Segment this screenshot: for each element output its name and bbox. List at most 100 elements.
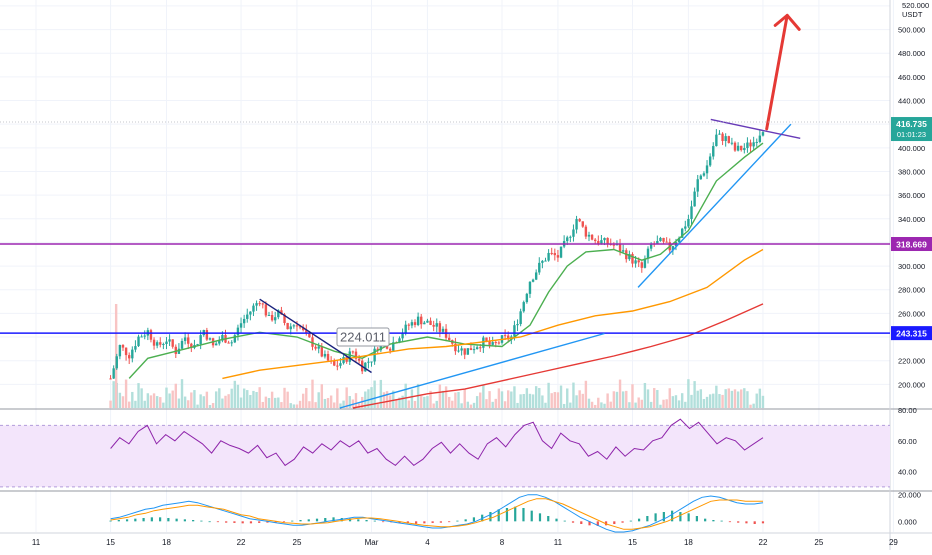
volume-bar bbox=[544, 402, 547, 408]
volume-bar bbox=[274, 397, 277, 408]
candle bbox=[606, 237, 609, 244]
candle bbox=[460, 348, 463, 351]
candle bbox=[112, 368, 115, 379]
bullish-arrow-shaft bbox=[765, 13, 789, 131]
candle bbox=[485, 337, 488, 342]
candle bbox=[410, 322, 414, 326]
candle bbox=[715, 134, 718, 147]
volume-bar bbox=[556, 392, 560, 408]
macd-histogram-bar bbox=[712, 520, 715, 522]
candle bbox=[134, 346, 137, 350]
volume-bar bbox=[267, 397, 271, 408]
candle bbox=[566, 237, 569, 242]
candle bbox=[727, 136, 730, 143]
candle bbox=[454, 343, 457, 352]
volume-bar bbox=[528, 393, 532, 408]
volume-bar bbox=[432, 403, 435, 408]
candle bbox=[314, 346, 317, 349]
candle bbox=[326, 353, 330, 361]
candle bbox=[423, 322, 426, 325]
volume-bar bbox=[311, 379, 314, 408]
candle bbox=[398, 338, 401, 343]
candle bbox=[168, 339, 171, 342]
volume-bar bbox=[740, 389, 743, 408]
x-tick-label: 25 bbox=[293, 538, 302, 547]
candle bbox=[339, 363, 342, 366]
volume-bar bbox=[609, 401, 612, 408]
candle bbox=[370, 361, 373, 363]
candle bbox=[488, 341, 491, 345]
resistance_line-price-label-bg bbox=[891, 237, 932, 252]
candle bbox=[534, 272, 538, 280]
volume-bar bbox=[196, 404, 199, 408]
candle bbox=[463, 348, 466, 355]
volume-bar bbox=[469, 404, 473, 408]
volume-bar bbox=[236, 384, 240, 408]
macd-histogram-bar bbox=[522, 508, 525, 522]
volume-bar bbox=[600, 402, 603, 408]
x-tick-label: 4 bbox=[425, 538, 430, 547]
volume-bar bbox=[525, 388, 529, 408]
candle bbox=[538, 262, 541, 273]
macd-histogram-bar bbox=[679, 512, 682, 522]
candle bbox=[351, 351, 355, 353]
candle bbox=[227, 342, 230, 344]
volume-bar bbox=[320, 384, 324, 408]
candle bbox=[367, 361, 370, 363]
volume-bar bbox=[749, 404, 752, 408]
y-tick-label: 260.000 bbox=[898, 309, 925, 318]
candle bbox=[373, 348, 376, 362]
volume-bar bbox=[606, 393, 609, 408]
macd-histogram-bar bbox=[324, 518, 327, 522]
volume-bar bbox=[118, 392, 122, 408]
candle bbox=[746, 142, 749, 149]
macd-histogram-bar bbox=[439, 521, 442, 523]
macd-histogram-bar bbox=[117, 520, 120, 522]
candle bbox=[544, 260, 547, 262]
volume-bar bbox=[329, 395, 333, 408]
candle bbox=[708, 156, 712, 166]
trend_blue-trendline bbox=[637, 123, 792, 288]
volume-bar bbox=[463, 389, 466, 408]
volume-bar bbox=[662, 399, 665, 408]
candle bbox=[413, 322, 417, 325]
candle bbox=[420, 316, 423, 325]
pennant-trendline bbox=[710, 118, 801, 140]
macd-histogram-bar bbox=[423, 521, 426, 524]
macd-histogram-bar bbox=[464, 519, 467, 522]
volume-bar bbox=[339, 403, 342, 408]
candle bbox=[550, 252, 553, 254]
candle bbox=[118, 345, 122, 357]
volume-bar bbox=[550, 393, 553, 408]
volume-bar bbox=[485, 399, 488, 408]
volume-bar bbox=[149, 395, 153, 408]
y-tick-label: 340.000 bbox=[898, 215, 925, 224]
volume-bar bbox=[423, 396, 426, 408]
macd-histogram-bar bbox=[580, 521, 583, 524]
candle bbox=[357, 358, 361, 361]
volume-bar bbox=[435, 400, 438, 408]
candle bbox=[180, 340, 184, 349]
volume-bar bbox=[684, 401, 687, 408]
volume-bar bbox=[755, 393, 758, 408]
volume-bar bbox=[382, 392, 386, 408]
volume-bar bbox=[301, 393, 305, 408]
candle bbox=[407, 324, 410, 326]
volume-bar bbox=[693, 381, 696, 408]
x-tick-label: 25 bbox=[814, 538, 823, 547]
candle bbox=[752, 142, 755, 147]
candle bbox=[600, 240, 603, 244]
macd-histogram-bar bbox=[291, 520, 294, 522]
support_line-price-label: 243.315 bbox=[896, 329, 927, 339]
candle bbox=[295, 325, 299, 327]
macd-histogram-bar bbox=[415, 521, 418, 524]
volume-bar bbox=[584, 380, 588, 408]
volume-bar bbox=[233, 380, 237, 408]
candle bbox=[634, 260, 637, 264]
candle bbox=[246, 314, 249, 319]
volume-bar bbox=[653, 388, 656, 408]
volume-bar bbox=[758, 388, 762, 408]
candle bbox=[441, 328, 445, 332]
volume-bar bbox=[466, 401, 470, 408]
